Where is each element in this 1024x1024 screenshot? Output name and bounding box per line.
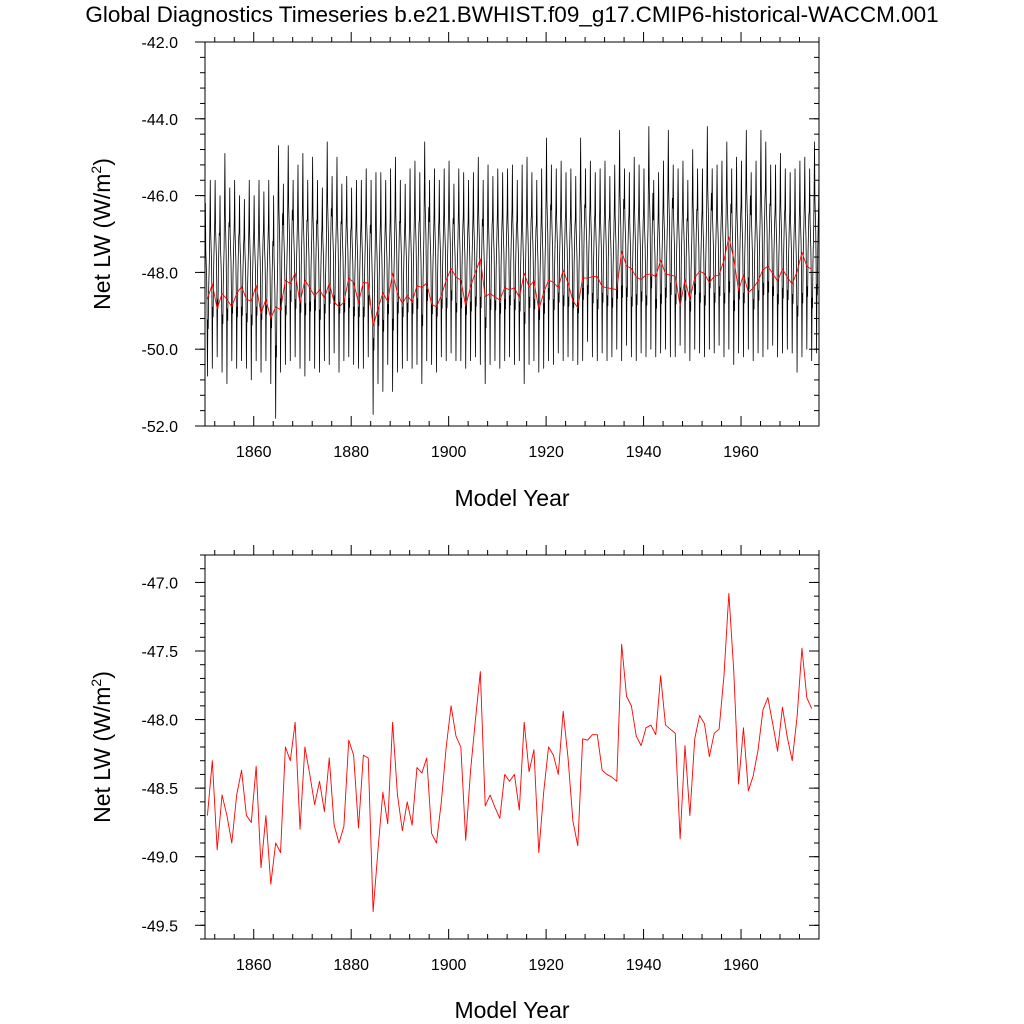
bottom-series-group (206, 592, 813, 913)
bottom-xtick-label: 1860 (236, 957, 272, 974)
bottom-ticks: 1860 1880 1900 1920 1940 1960 -49.5 -49.0 -48.5 -… (142, 545, 820, 974)
bottom-ytick-label: -47.0 (142, 575, 179, 592)
top-ytick-label: -46.0 (142, 189, 179, 206)
top-panel: 1860 1880 1900 1920 1940 1960 -52.0 -50.0 -48.0 -… (88, 32, 820, 511)
chart-title: Global Diagnostics Timeseries b.e21.BWHI… (85, 2, 939, 27)
bottom-yaxis-title: Net LW (W/m2) (88, 671, 115, 823)
bottom-xtick-label: 1880 (333, 957, 369, 974)
top-xaxis-title: Model Year (454, 485, 569, 511)
top-xtick-label: 1960 (723, 444, 759, 461)
top-xtick-label: 1900 (431, 444, 467, 461)
top-xtick-label: 1880 (333, 444, 369, 461)
bottom-xtick-label: 1920 (528, 957, 564, 974)
top-ytick-label: -52.0 (142, 419, 179, 436)
bottom-ytick-label: -48.5 (142, 781, 179, 798)
top-ytick-label: -42.0 (142, 35, 179, 52)
bottom-xtick-label: 1900 (431, 957, 467, 974)
bottom-ytick-label: -47.5 (142, 644, 179, 661)
bottom-ytick-label: -48.0 (142, 713, 179, 730)
top-ytick-label: -44.0 (142, 112, 179, 129)
top-xtick-label: 1860 (236, 444, 272, 461)
top-xtick-label: 1940 (626, 444, 662, 461)
bottom-xtick-label: 1940 (626, 957, 662, 974)
top-xtick-label: 1920 (528, 444, 564, 461)
bottom-ytick-label: -49.5 (142, 918, 179, 935)
top-ytick-label: -48.0 (142, 265, 179, 282)
bottom-annual-series-line (206, 592, 813, 913)
bottom-panel: 1860 1880 1900 1920 1940 1960 -49.5 -49.0 -48.5 -… (88, 545, 820, 1023)
top-ytick-label: -50.0 (142, 342, 179, 359)
top-ticks: 1860 1880 1900 1920 1940 1960 -52.0 -50.0 -48.0 -… (142, 32, 820, 461)
top-monthly-series-line (205, 112, 819, 419)
top-yaxis-title: Net LW (W/m2) (88, 158, 115, 310)
bottom-xaxis-title: Model Year (454, 997, 569, 1023)
top-annual-series-line (207, 236, 812, 327)
bottom-ytick-label: -49.0 (142, 850, 179, 867)
bottom-xtick-label: 1960 (723, 957, 759, 974)
top-series-group (205, 112, 819, 419)
bottom-plot-frame (204, 554, 820, 940)
